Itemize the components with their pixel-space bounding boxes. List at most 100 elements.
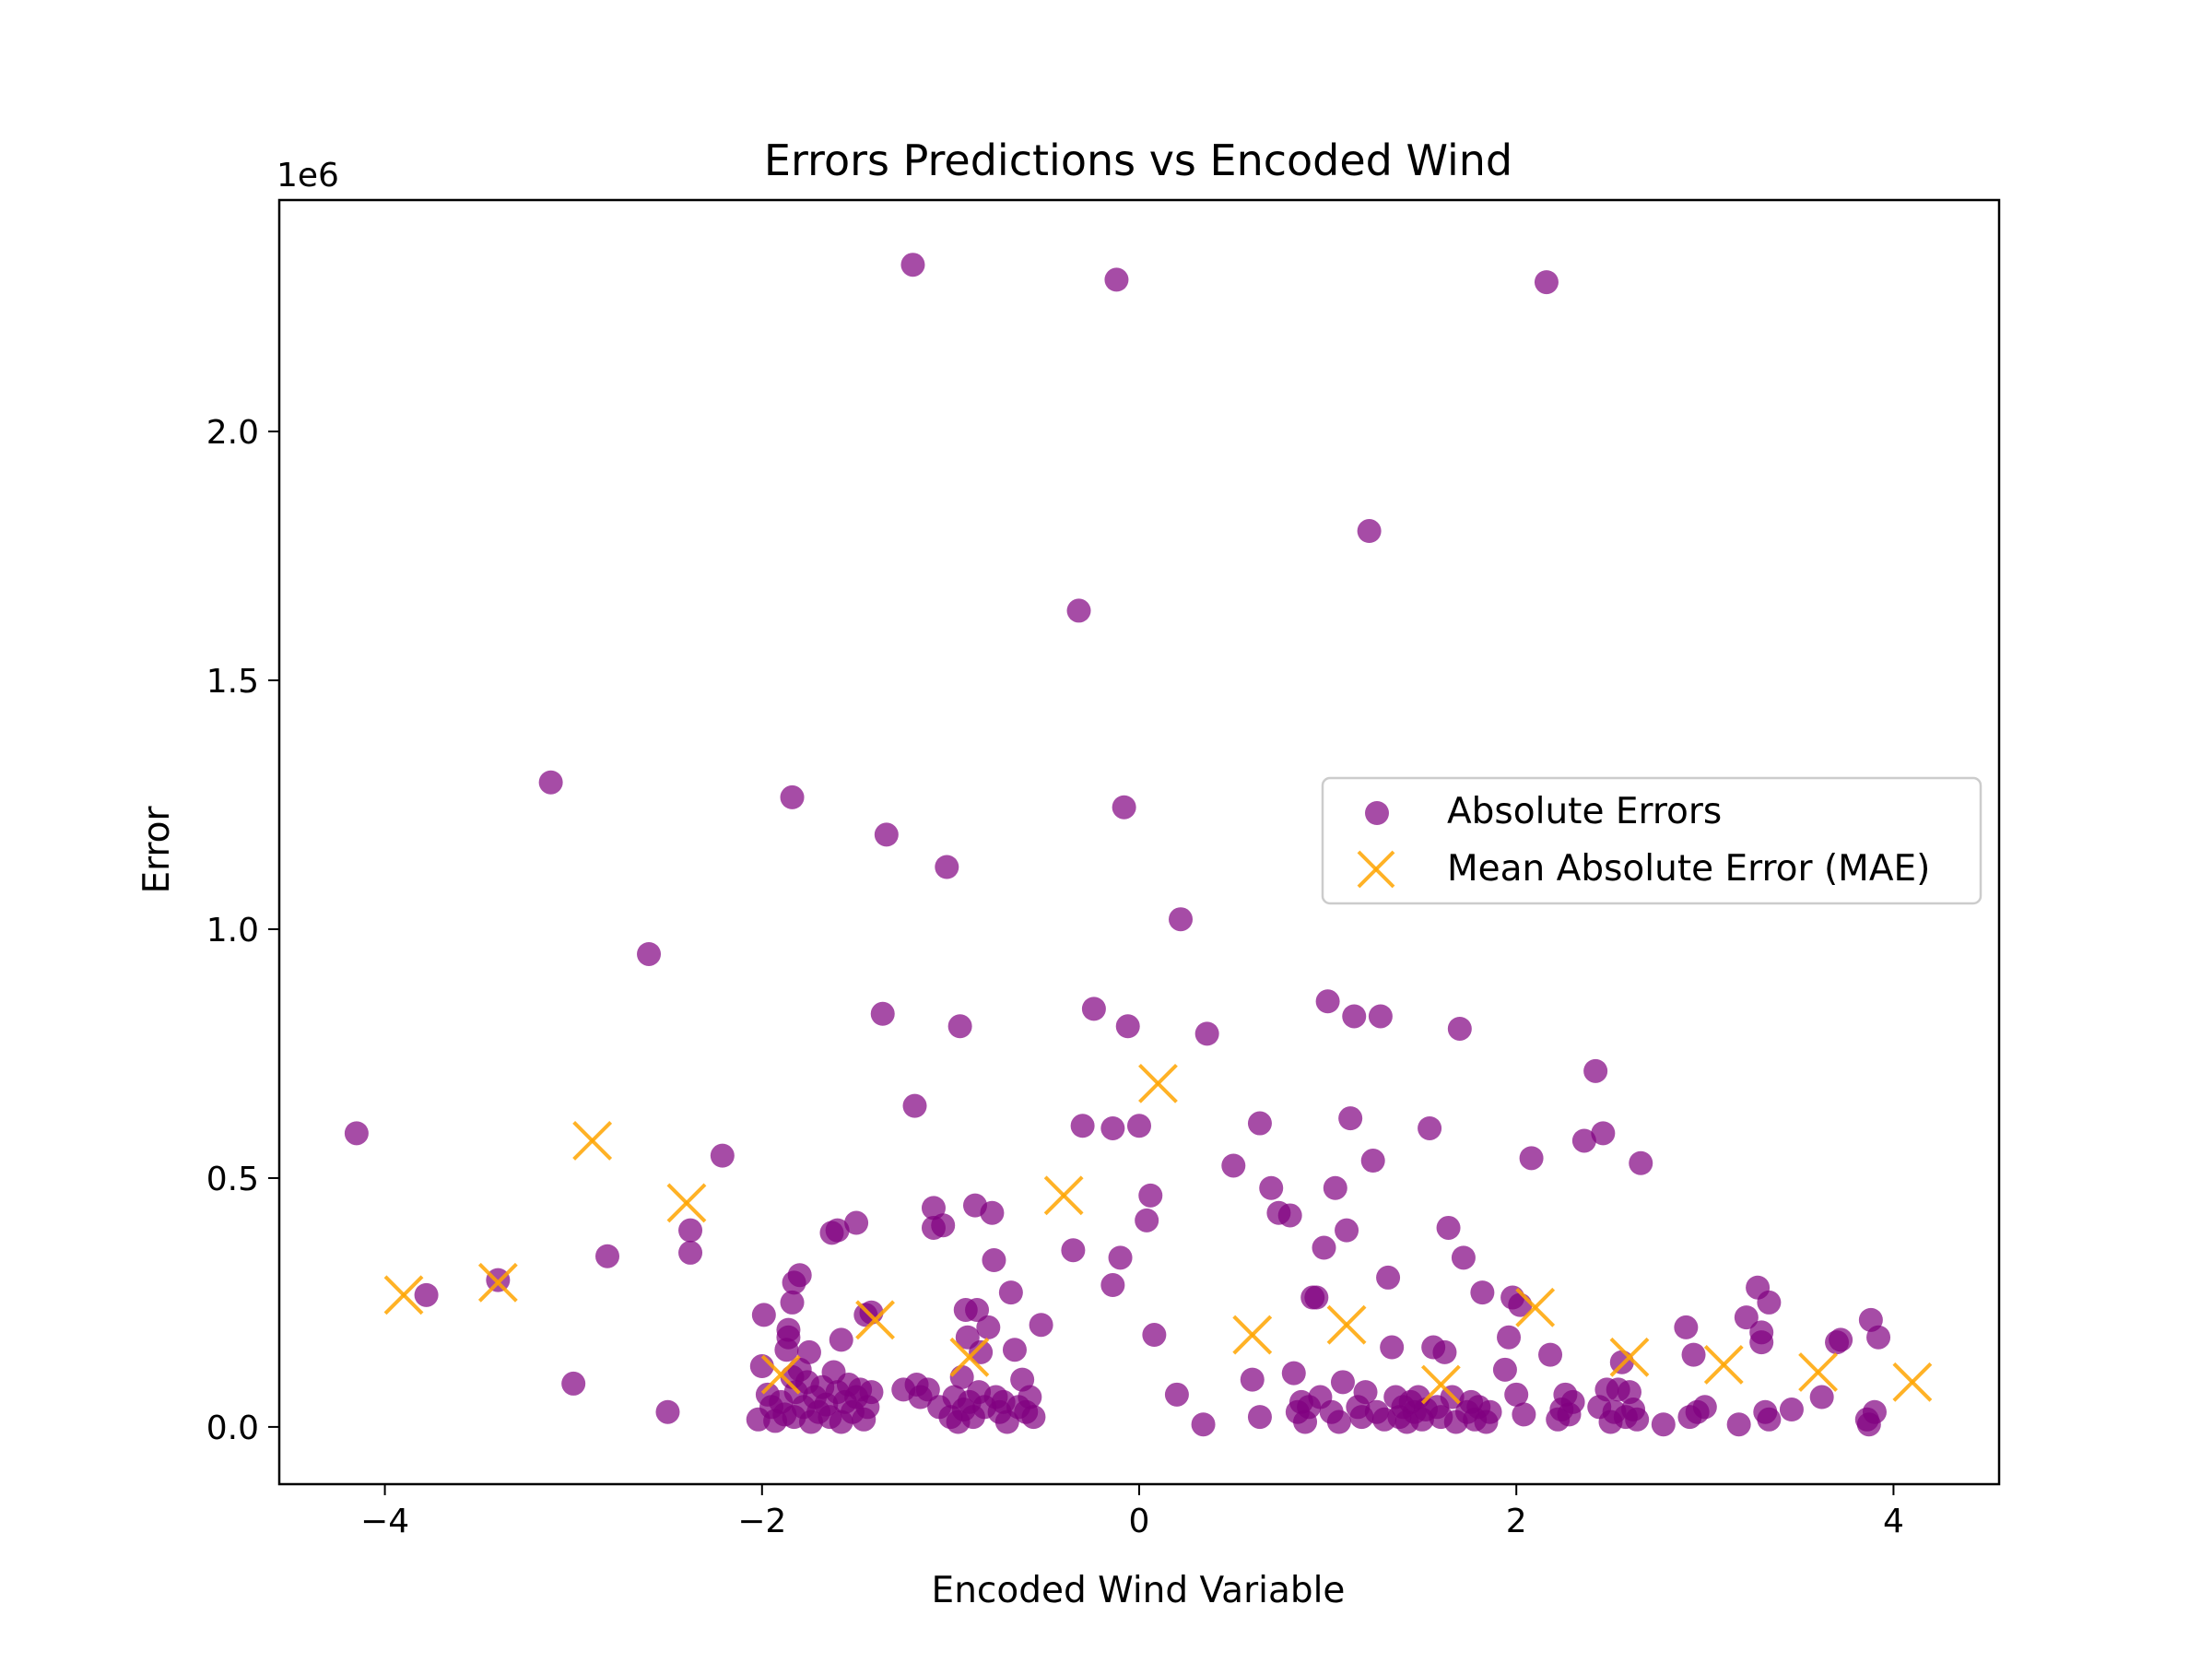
absolute-error-point xyxy=(414,1282,439,1307)
absolute-error-point xyxy=(1692,1395,1717,1420)
absolute-error-point xyxy=(776,1325,801,1350)
absolute-error-point xyxy=(1164,1382,1189,1407)
absolute-error-point xyxy=(1477,1399,1502,1424)
absolute-error-point xyxy=(751,1303,776,1327)
absolute-error-point xyxy=(1066,598,1091,623)
mae-point xyxy=(1515,1287,1556,1327)
absolute-error-point xyxy=(1002,1338,1027,1362)
absolute-error-point xyxy=(1061,1238,1086,1263)
absolute-error-point xyxy=(1470,1280,1495,1305)
absolute-error-point xyxy=(1497,1325,1522,1350)
absolute-error-point xyxy=(1127,1114,1151,1138)
mae-point xyxy=(855,1300,895,1340)
absolute-error-point xyxy=(1240,1367,1265,1392)
absolute-error-point xyxy=(1368,1004,1393,1029)
legend-label-absolute-errors: Absolute Errors xyxy=(1447,791,1722,832)
absolute-error-point xyxy=(1674,1315,1699,1339)
absolute-error-point xyxy=(1281,1361,1306,1386)
absolute-error-point xyxy=(1583,1058,1608,1083)
absolute-error-point xyxy=(1779,1398,1804,1422)
absolute-error-point xyxy=(1100,1273,1125,1298)
mae-point xyxy=(1420,1364,1461,1405)
absolute-error-point xyxy=(1451,1245,1476,1270)
mae-point xyxy=(1892,1362,1933,1402)
absolute-error-point xyxy=(1353,1380,1378,1405)
absolute-error-point xyxy=(1070,1114,1095,1138)
y-tick-label: 1.5 xyxy=(206,663,259,701)
mae-point xyxy=(1609,1337,1650,1377)
absolute-error-point xyxy=(1625,1407,1650,1432)
absolute-error-point xyxy=(998,1280,1023,1305)
absolute-error-point xyxy=(655,1399,680,1424)
absolute-error-point xyxy=(935,855,959,879)
absolute-error-point xyxy=(976,1315,1001,1339)
absolute-error-point xyxy=(1757,1290,1782,1315)
x-tick-label: 2 xyxy=(1506,1503,1527,1540)
absolute-error-point xyxy=(980,1200,1005,1225)
absolute-error-point xyxy=(1492,1357,1517,1382)
absolute-error-point xyxy=(1436,1215,1461,1240)
absolute-error-point xyxy=(1315,989,1340,1014)
absolute-error-point xyxy=(1335,1218,1359,1243)
mae-point xyxy=(760,1354,801,1395)
absolute-error-point xyxy=(1380,1335,1405,1360)
absolute-error-point xyxy=(1104,267,1129,292)
mae-point xyxy=(949,1337,990,1377)
absolute-error-point xyxy=(1862,1399,1887,1424)
absolute-error-point xyxy=(1323,1175,1347,1200)
mae-point xyxy=(1138,1063,1178,1103)
absolute-error-point xyxy=(1304,1285,1329,1310)
absolute-error-point xyxy=(1629,1150,1653,1175)
absolute-error-point xyxy=(1829,1327,1853,1352)
absolute-error-point xyxy=(1330,1370,1355,1395)
mae-point xyxy=(1232,1315,1273,1355)
absolute-error-point xyxy=(1247,1111,1272,1136)
x-tick-label: 0 xyxy=(1129,1503,1150,1540)
y-tick-label: 0.5 xyxy=(206,1161,259,1198)
legend-label-mae: Mean Absolute Error (MAE) xyxy=(1447,848,1930,890)
absolute-error-point xyxy=(1221,1153,1246,1178)
x-axis-label: Encoded Wind Variable xyxy=(932,1570,1346,1611)
absolute-error-point xyxy=(1866,1325,1891,1350)
absolute-error-point xyxy=(637,941,662,966)
y-tick-label: 0.0 xyxy=(206,1409,259,1447)
absolute-error-point xyxy=(1432,1339,1457,1364)
absolute-error-point xyxy=(1081,997,1106,1021)
absolute-error-point xyxy=(859,1300,884,1325)
absolute-error-point xyxy=(710,1143,735,1168)
absolute-error-point xyxy=(561,1371,586,1396)
absolute-error-point xyxy=(982,1248,1006,1273)
absolute-error-point xyxy=(1326,1409,1351,1434)
absolute-error-point xyxy=(1757,1407,1782,1432)
x-axis-ticks: −4 −2 0 2 4 xyxy=(360,1484,1904,1540)
absolute-error-point xyxy=(1142,1323,1167,1348)
absolute-error-point xyxy=(538,770,563,795)
absolute-error-point xyxy=(965,1298,990,1323)
y-tick-label: 2.0 xyxy=(206,414,259,452)
absolute-error-point xyxy=(969,1339,994,1364)
absolute-error-point xyxy=(870,1001,895,1026)
absolute-error-point xyxy=(1571,1128,1596,1153)
absolute-error-point xyxy=(1749,1330,1774,1355)
absolute-error-point xyxy=(678,1218,703,1243)
absolute-error-point xyxy=(859,1380,884,1405)
y-axis-offset-label: 1e6 xyxy=(276,157,339,195)
absolute-error-point xyxy=(787,1263,812,1288)
absolute-error-point xyxy=(1360,1149,1385,1174)
x-tick-label: −2 xyxy=(737,1503,786,1540)
absolute-error-point xyxy=(1560,1389,1585,1414)
absolute-error-point xyxy=(1135,1208,1159,1233)
absolute-error-point xyxy=(1734,1305,1759,1330)
mae-point xyxy=(383,1275,424,1315)
absolute-error-point xyxy=(1108,1245,1133,1270)
absolute-error-point xyxy=(344,1121,369,1146)
absolute-error-point xyxy=(1447,1016,1472,1041)
mae-point xyxy=(666,1183,707,1223)
absolute-error-point xyxy=(844,1210,869,1235)
y-axis-ticks: 0.0 0.5 1.0 1.5 2.0 xyxy=(206,414,279,1447)
absolute-error-point xyxy=(1115,1014,1140,1039)
absolute-error-point xyxy=(1021,1405,1046,1430)
absolute-error-point xyxy=(678,1240,703,1265)
absolute-error-point xyxy=(1029,1313,1053,1338)
